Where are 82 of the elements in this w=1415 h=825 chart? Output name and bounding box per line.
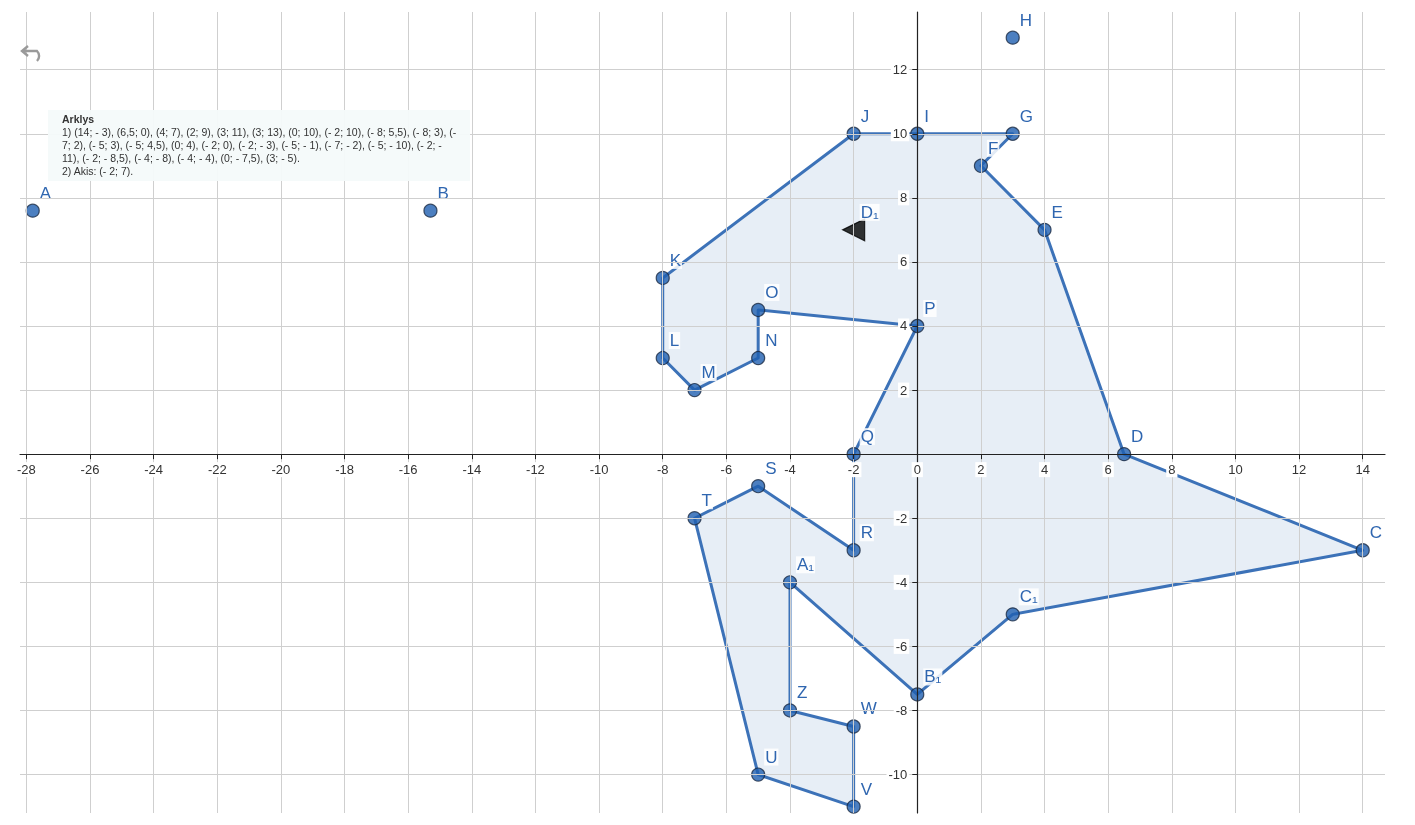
- y-tick-label: 12: [892, 62, 908, 78]
- x-tick-label: -4: [784, 462, 796, 478]
- annotation: C: [1369, 523, 1383, 543]
- y-tick-label: -4: [895, 574, 908, 590]
- x-tick-label: 6: [1104, 462, 1112, 478]
- y-tick-label: 8: [900, 190, 908, 206]
- annotation: P: [924, 298, 936, 318]
- x-tick-label: 2: [977, 462, 985, 478]
- x-tick-label: -26: [80, 462, 100, 478]
- x-tick-label: -12: [526, 462, 545, 478]
- point: [846, 543, 861, 558]
- point: [655, 270, 670, 286]
- annotation: N: [765, 331, 778, 351]
- x-tick-label: -24: [144, 462, 164, 478]
- annotation: A₁: [797, 555, 815, 575]
- y-tick-label: -2: [895, 510, 908, 526]
- x-tick-label: -6: [720, 462, 733, 478]
- y-tick-label: 6: [900, 254, 908, 270]
- y-tick-label: 10: [892, 126, 908, 142]
- point: [1037, 222, 1052, 237]
- y-tick-label: 2: [900, 382, 908, 398]
- point: [655, 350, 670, 366]
- annotation: 1) (14; - 3), (6,5; 0), (4; 7), (2; 9), (3; 11), (3; 13), (0; 10), (- 2; 10), (- 8; 5,5), (- 8; 3), (- 7; 2), (- 5; 3), (- 5; 4,5), (0; 4), (- 2; 0), (- 2; - 3), (- 5; - 1), (- 7; - 2), (- 5; - 10), (- 2; - 11), (- 2; - 8,5), (- 4; - 8), (- 4; - 4), (0; - 7,5), (3; - 5).: [62, 126, 458, 165]
- annotation: J: [860, 106, 870, 126]
- x-tick-label: 8: [1168, 462, 1176, 478]
- x-tick-label: -18: [335, 462, 354, 478]
- point: [1117, 447, 1132, 462]
- annotation: R: [860, 523, 873, 543]
- annotation: O: [765, 282, 779, 302]
- point: [1005, 126, 1020, 141]
- point: [25, 203, 40, 218]
- x-tick-label: 10: [1228, 462, 1243, 478]
- point: [842, 218, 866, 242]
- annotation: 2) Akis: (- 2; 7).: [62, 165, 135, 178]
- annotation: G: [1019, 106, 1033, 126]
- point: [1005, 30, 1020, 45]
- point: [687, 382, 702, 398]
- annotation: M: [701, 363, 716, 383]
- x-tick-label: -10: [589, 462, 609, 478]
- point: [751, 767, 766, 782]
- x-tick-label: -22: [207, 462, 227, 478]
- x-tick-label: 4: [1040, 462, 1049, 478]
- x-tick-label: 14: [1355, 462, 1370, 478]
- point: [1355, 543, 1370, 558]
- point: [910, 687, 925, 702]
- point: [423, 203, 438, 218]
- annotation: L: [669, 331, 680, 351]
- y-tick-label: -6: [895, 638, 908, 654]
- x-tick-label: -14: [462, 462, 482, 478]
- annotation: F: [987, 138, 999, 158]
- annotation: B₁: [924, 667, 942, 687]
- point: [751, 302, 766, 318]
- x-tick-label: -8: [656, 462, 669, 478]
- point: [1005, 607, 1020, 622]
- point: [973, 158, 989, 173]
- y-tick-label: 4: [900, 318, 908, 334]
- annotation: Arklys: [62, 113, 96, 126]
- annotation: I: [924, 106, 930, 126]
- x-tick-label: 0: [913, 462, 921, 478]
- y-tick-label: -10: [888, 767, 908, 783]
- x-tick-label: 12: [1291, 462, 1307, 478]
- annotation: H: [1019, 10, 1033, 30]
- point: [751, 479, 766, 494]
- x-tick-label: -2: [847, 462, 860, 478]
- annotation: U: [765, 747, 778, 767]
- annotation: E: [1051, 202, 1063, 222]
- point: [846, 799, 861, 814]
- annotation: S: [765, 459, 777, 479]
- x-tick-label: -20: [271, 462, 291, 478]
- annotation: V: [860, 779, 873, 799]
- annotation: Z: [797, 683, 808, 703]
- annotation: C₁: [1019, 587, 1038, 607]
- annotation: D: [1131, 427, 1144, 447]
- point: [751, 350, 766, 366]
- annotation: D₁: [860, 202, 879, 222]
- point: [846, 719, 861, 734]
- x-tick-label: -28: [16, 462, 36, 478]
- point: [687, 511, 702, 526]
- annotation: T: [701, 491, 712, 511]
- annotation: Q: [860, 427, 874, 447]
- y-tick-label: -8: [895, 702, 908, 718]
- x-tick-label: -16: [398, 462, 418, 478]
